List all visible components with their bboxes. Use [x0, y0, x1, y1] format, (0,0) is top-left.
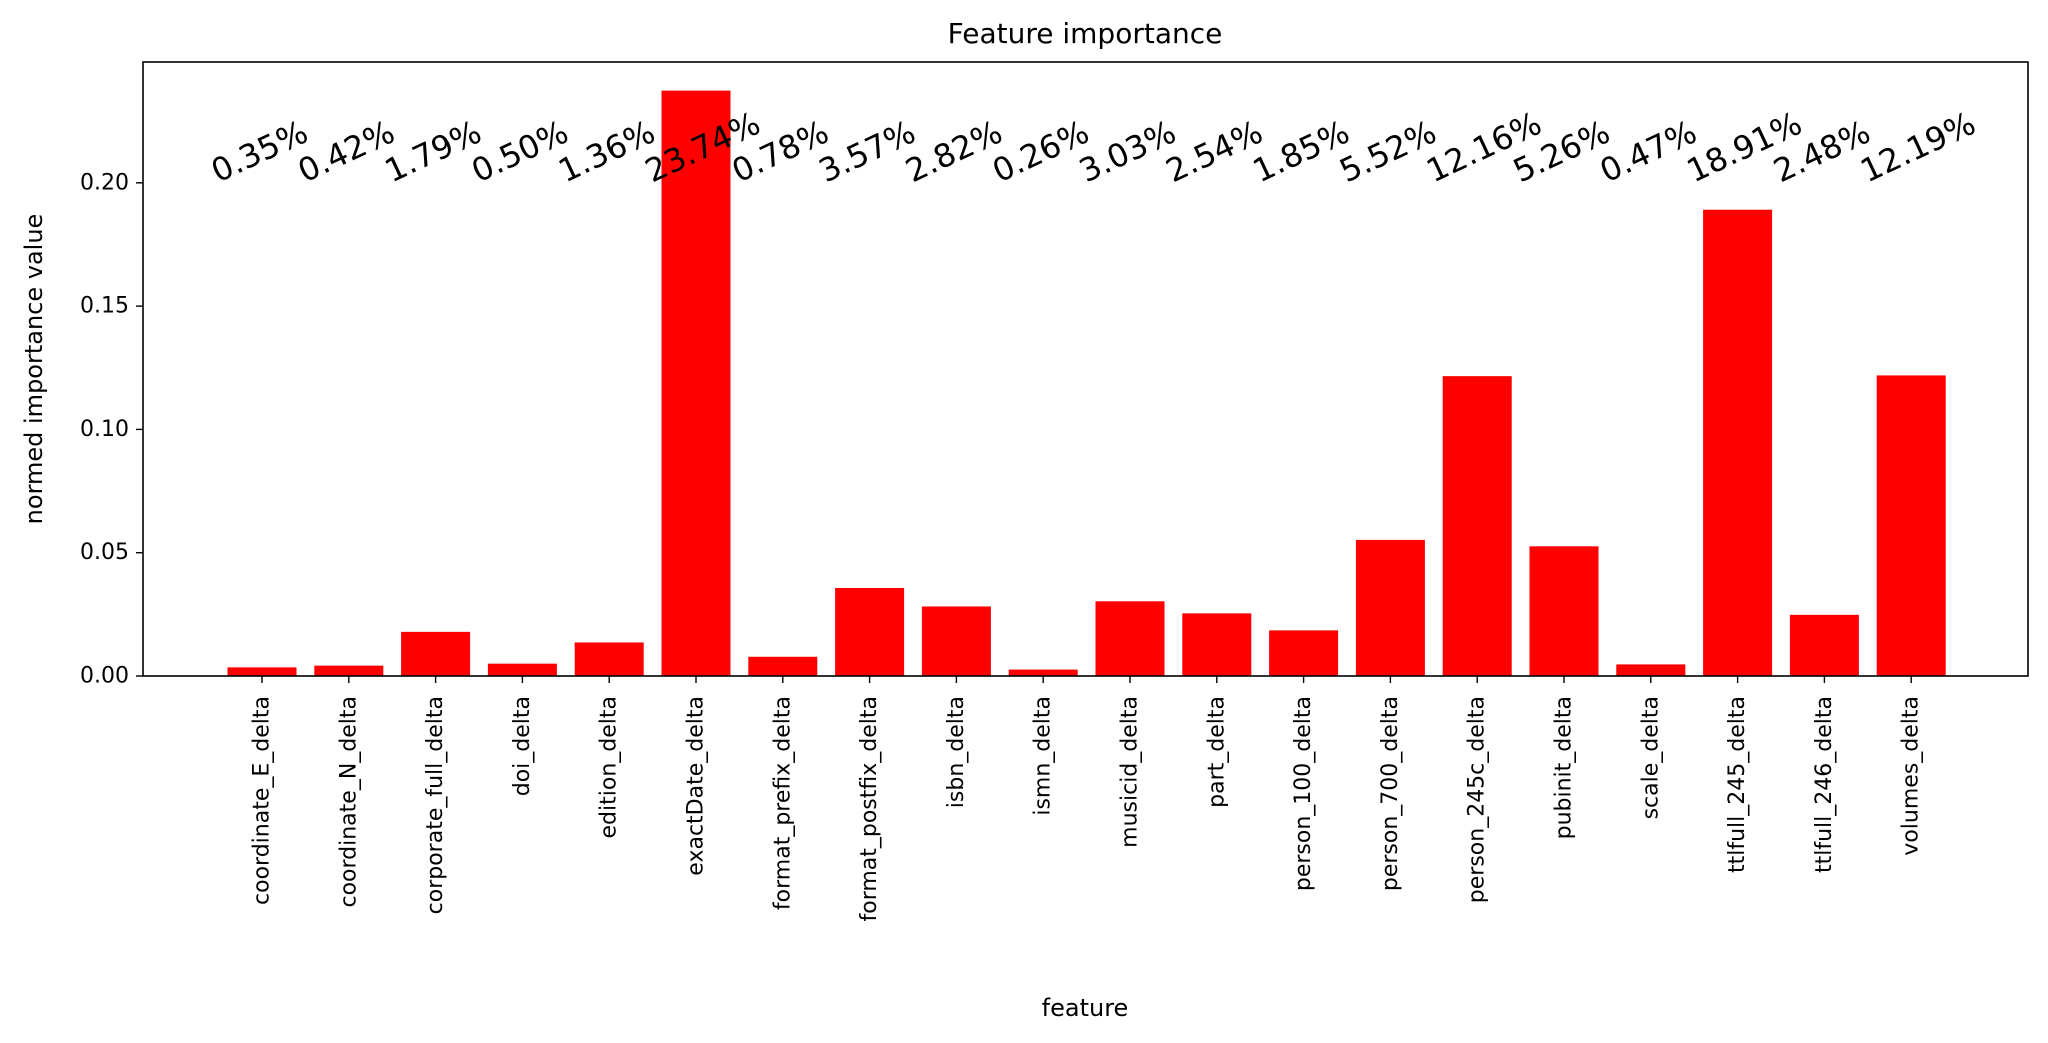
y-tick-label: 0.00 [80, 664, 129, 689]
bar [748, 656, 818, 676]
x-tick-label: coordinate_N_delta [336, 696, 361, 908]
bar [921, 606, 991, 676]
y-axis-label: normed importance value [20, 214, 48, 525]
bar [1616, 664, 1686, 676]
bar [1529, 546, 1599, 676]
y-tick-label: 0.20 [80, 170, 129, 195]
bar [314, 665, 384, 676]
data-label: 3.03% [1073, 113, 1181, 190]
chart-title: Feature importance [948, 17, 1223, 50]
data-labels-group: 0.35%0.42%1.79%0.50%1.36%23.74%0.78%3.57… [205, 104, 1981, 190]
bar [487, 663, 557, 676]
data-label: 3.57% [813, 113, 921, 190]
bar [1789, 614, 1859, 676]
x-tick-label: scale_delta [1638, 696, 1663, 819]
data-label: 12.19% [1855, 104, 1982, 190]
x-tick-label: ttlfull_245_delta [1725, 696, 1750, 873]
bar [401, 631, 471, 676]
x-tick-label: format_prefix_delta [770, 696, 795, 910]
bar [227, 667, 297, 676]
bar [1442, 376, 1512, 676]
y-tick-label: 0.05 [80, 540, 129, 565]
x-tick-label: format_postfix_delta [857, 696, 882, 922]
data-label: 1.79% [379, 113, 487, 190]
bar [1008, 669, 1078, 676]
x-tick-label: person_700_delta [1378, 696, 1403, 891]
data-label: 0.50% [466, 113, 574, 190]
y-axis: 0.00 0.05 0.10 0.15 0.20 [80, 170, 143, 689]
y-tick-label: 0.15 [80, 294, 129, 319]
bar [1355, 539, 1425, 676]
data-label: 5.52% [1334, 113, 1442, 190]
bar [1182, 613, 1252, 676]
x-tick-label: musicid_delta [1118, 696, 1143, 848]
data-label: 2.54% [1160, 113, 1268, 190]
data-label: 0.35% [205, 113, 313, 190]
x-axis: coordinate_E_delta coordinate_N_delta corp… [250, 676, 1924, 922]
x-tick-label: person_100_delta [1291, 696, 1316, 891]
bar [1095, 601, 1165, 676]
x-tick-label: isbn_delta [944, 696, 969, 808]
bar [574, 642, 644, 676]
bar [1703, 209, 1773, 677]
bar [1269, 630, 1339, 676]
bar [1876, 375, 1946, 676]
y-tick-label: 0.10 [80, 417, 129, 442]
x-tick-label: exactDate_delta [684, 696, 709, 876]
x-tick-label: edition_delta [597, 696, 622, 838]
x-tick-label: ttlfull_246_delta [1812, 696, 1837, 873]
x-tick-label: coordinate_E_delta [250, 696, 275, 905]
x-tick-label: person_245c_delta [1465, 696, 1490, 903]
bar [835, 587, 905, 676]
x-axis-label: feature [1042, 994, 1129, 1022]
x-tick-label: part_delta [1204, 696, 1229, 808]
x-tick-label: doi_delta [510, 696, 535, 796]
bars-group [227, 90, 1946, 677]
data-label: 2.82% [900, 113, 1008, 190]
bar [661, 90, 731, 677]
data-label: 0.47% [1594, 113, 1702, 190]
data-label: 1.85% [1247, 113, 1355, 190]
x-tick-label: volumes_delta [1899, 696, 1924, 856]
x-tick-label: pubinit_delta [1552, 696, 1577, 839]
x-tick-label: corporate_full_delta [423, 696, 448, 914]
plot-frame [142, 61, 2029, 677]
data-label: 1.36% [553, 113, 661, 190]
data-label: 0.42% [292, 113, 400, 190]
data-label: 0.26% [987, 113, 1095, 190]
x-tick-label: ismn_delta [1031, 696, 1056, 816]
